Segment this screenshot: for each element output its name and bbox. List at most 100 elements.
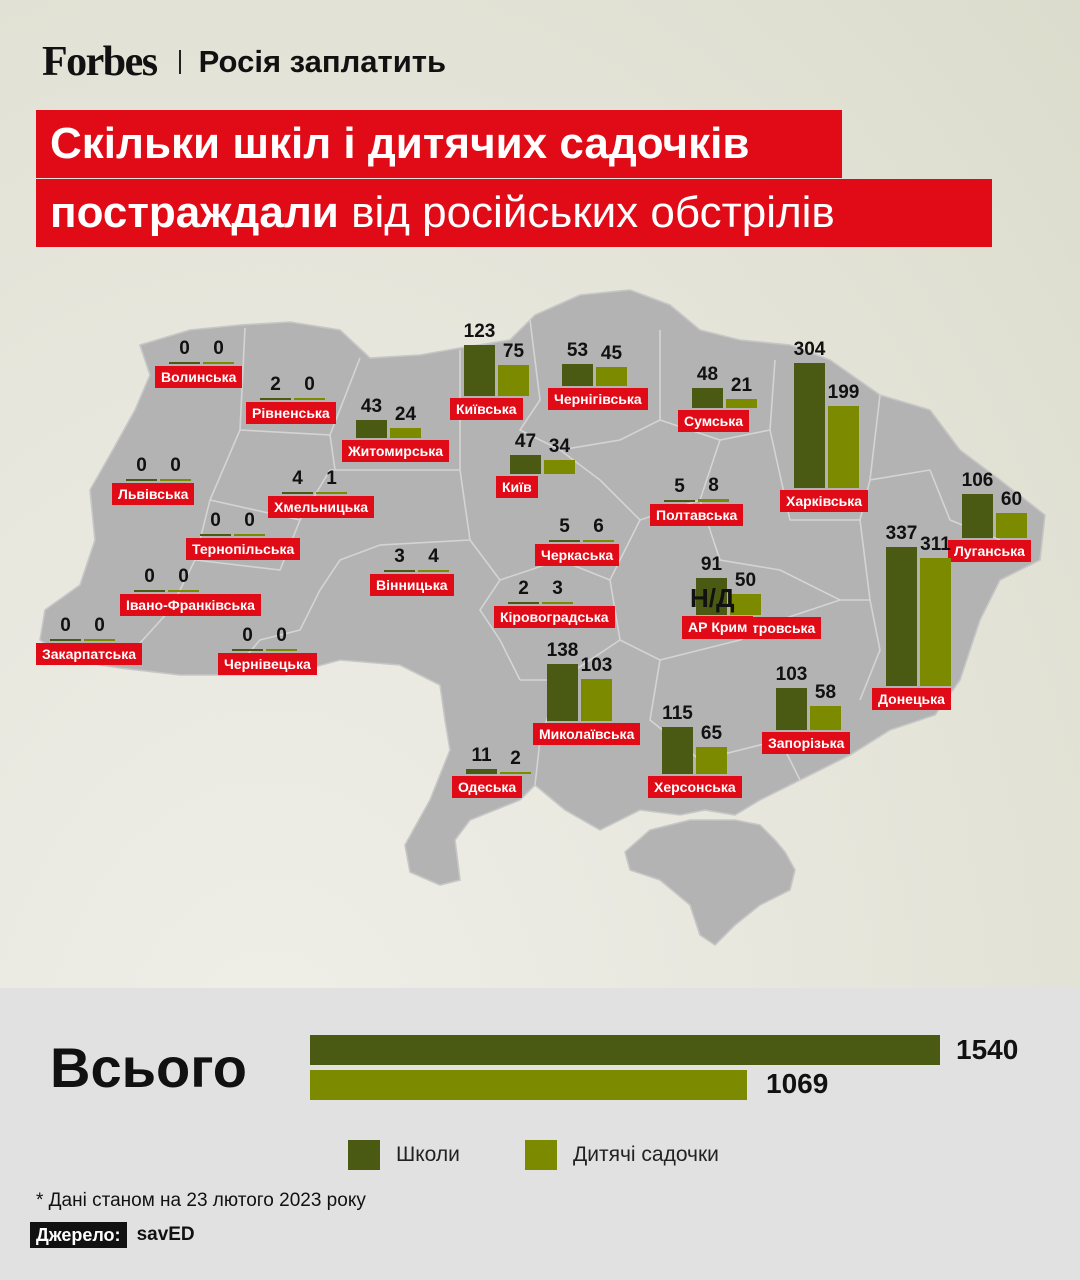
- region-label: Харківська: [780, 490, 869, 512]
- region-bars: 91 50: [682, 475, 822, 615]
- kindergartens-value: 0: [94, 615, 105, 636]
- source: Джерело: savED: [30, 1222, 195, 1248]
- schools-bar: [547, 664, 578, 721]
- region-label: Житомирська: [342, 440, 449, 462]
- region-label: Луганська: [948, 540, 1031, 562]
- region-label: Сумська: [678, 410, 750, 432]
- schools-value: 106: [961, 470, 994, 492]
- region-7: 0 0 Львівська: [112, 339, 252, 505]
- kindergartens-bar: [316, 492, 347, 494]
- schools-bar: [776, 687, 807, 730]
- region-label: Чернівецька: [218, 653, 317, 675]
- kindergartens-value: 0: [170, 455, 181, 476]
- schools-value: 5: [674, 475, 685, 497]
- schools-bar: [549, 539, 580, 542]
- forbes-logo: Forbes: [42, 39, 158, 85]
- kindergartens-bar: [920, 557, 951, 686]
- region-label: Донецька: [872, 688, 951, 710]
- schools-value: 11: [471, 745, 492, 767]
- total-kindergartens-bar: [310, 1070, 747, 1100]
- schools-value: 138: [546, 640, 579, 662]
- schools-value: 43: [360, 396, 383, 418]
- region-label: Київ: [496, 476, 538, 498]
- schools-bar: [200, 534, 231, 536]
- kindergartens-bar: [266, 649, 297, 651]
- region-label: Чернігівська: [548, 388, 648, 410]
- title-bold: постраждали: [50, 188, 339, 237]
- region-bars: 47 34: [496, 334, 636, 474]
- schools-value: 53: [566, 340, 589, 362]
- schools-value: 123: [463, 321, 496, 343]
- region-5: 48 21 Сумська: [678, 266, 818, 432]
- schools-bar: [962, 494, 993, 538]
- region-bars: 48 21: [678, 268, 818, 408]
- schools-value: 304: [793, 338, 826, 360]
- kindergartens-value: 34: [548, 436, 571, 457]
- region-6: 304 199 Харківська: [780, 339, 920, 512]
- region-label: Волинська: [155, 366, 243, 388]
- kindergartens-bar: [203, 362, 234, 364]
- region-label: Черкаська: [535, 544, 620, 566]
- kindergartens-value: 0: [178, 566, 189, 587]
- schools-bar: [562, 364, 593, 386]
- schools-bar: [134, 590, 165, 592]
- schools-bar: [510, 454, 541, 474]
- schools-value: 0: [242, 625, 253, 646]
- region-13: 5 6 Черкаська: [535, 400, 675, 566]
- region-17: 2 3 Кіровоградська: [494, 462, 634, 628]
- region-20: 0 0 Чернівецька: [218, 509, 358, 675]
- region-label: Тернопільська: [186, 538, 301, 560]
- schools-value: 0: [136, 455, 147, 476]
- schools-bar: [696, 577, 727, 615]
- schools-value: 0: [210, 510, 221, 531]
- region-23: 115 65 Херсонська: [648, 632, 788, 798]
- region-bars: 53 45: [548, 246, 688, 386]
- kindergartens-value: 1: [326, 468, 337, 489]
- kindergartens-value: 60: [1000, 489, 1023, 511]
- kindergartens-bar: [234, 534, 265, 536]
- kindergartens-value: 58: [814, 682, 837, 704]
- legend-schools: Школи: [348, 1140, 460, 1170]
- legend-schools-label: Школи: [396, 1143, 460, 1166]
- region-14: 3 4 Вінницька: [370, 430, 510, 596]
- region-label: Вінницька: [370, 574, 454, 596]
- region-label: Миколаївська: [533, 723, 641, 745]
- schools-bar: [384, 570, 415, 572]
- region-21: 138 103 Миколаївська: [533, 579, 673, 745]
- region-label: Львівська: [112, 483, 195, 505]
- schools-bar: [794, 362, 825, 488]
- schools-bar: [50, 639, 81, 641]
- schools-value: 0: [60, 615, 71, 636]
- kindergartens-bar: [996, 513, 1027, 538]
- region-label: Київська: [450, 398, 523, 420]
- kindergartens-value: 45: [600, 343, 623, 365]
- kindergartens-value: 21: [730, 375, 753, 397]
- region-bars: 337 311: [872, 524, 1012, 686]
- legend-schools-swatch: [348, 1140, 380, 1170]
- schools-bar: [886, 547, 917, 686]
- kindergartens-value: 8: [708, 474, 719, 496]
- header-divider: [178, 50, 181, 74]
- region-bars: 138 103: [533, 581, 673, 721]
- legend-kindergartens: Дитячі садочки: [525, 1140, 719, 1170]
- title-line-1: Скільки шкіл і дитячих садочків: [36, 110, 842, 178]
- schools-value: 48: [696, 364, 719, 386]
- region-3: 123 75 Київська: [450, 254, 590, 420]
- region-11: 106 60 Луганська: [948, 396, 1080, 562]
- kindergartens-value: 50: [734, 570, 757, 592]
- schools-bar: [662, 726, 693, 774]
- region-24: 11 2 Одеська: [452, 632, 592, 798]
- region-bars: 123 75: [450, 256, 590, 396]
- title-rest: від російських обстрілів: [338, 188, 835, 237]
- schools-bar: [466, 769, 497, 774]
- schools-value: 103: [775, 663, 808, 685]
- schools-bar: [692, 388, 723, 408]
- schools-value: 0: [144, 566, 155, 587]
- schools-value: 337: [885, 523, 918, 545]
- region-label: Рівненська: [246, 402, 336, 424]
- crimea-shape: [624, 819, 796, 947]
